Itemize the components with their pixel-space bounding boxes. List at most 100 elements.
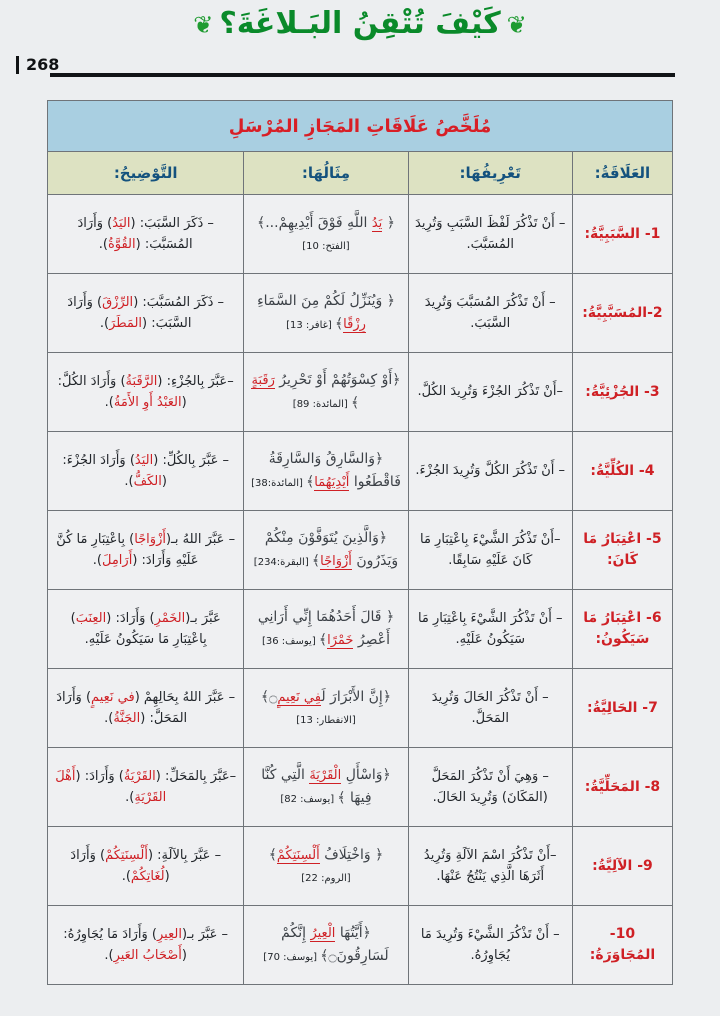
relation-example-cell: ﴿أَيَّتُهَا الْعِيرُ إِنَّكُمْ لَسَارِقُ… — [243, 905, 409, 985]
quran-verse: ﴿أَوْ كِسْوَتُهُمْ أَوْ تَحْرِيرُ رَقَبَ… — [251, 371, 401, 411]
header-divider — [50, 73, 675, 77]
quran-verse: ﴿ وَاخْتِلَافُ أَلْسِنَتِكُمْ﴾ — [269, 846, 384, 864]
verse-text-before: ﴿ — [382, 214, 395, 231]
table-row: 4- الكُلِّيَّةُ: – أَنْ تَذْكُرَ الكُلَّ … — [46, 431, 674, 511]
relation-name-cell: 4- الكُلِّيَّةُ: — [571, 431, 674, 511]
verse-text-after: إِنَّكُمْ لَسَارِقُونَ۝﴾ — [281, 924, 389, 964]
relation-definition-cell: – أَنْ تَذْكُرَ الشَّيْءَ وَتُرِيدَ مَا … — [407, 905, 573, 985]
relation-name-cell: 7- الحَالِيَّةُ: — [571, 668, 674, 748]
verse-keyword: الْعِيرُ — [310, 925, 336, 942]
relation-definition-cell: – أَنْ تَذْكُرَ الحَالَ وَتُرِيدَ المَحَ… — [407, 668, 573, 748]
explanation-term-1: اليَدُ — [112, 215, 131, 231]
relation-explanation-cell: – ذَكَرَ المُسَبَّبَ: (الرِّزْقَ) وَأَرَ… — [46, 273, 245, 353]
relation-explanation-cell: عَبَّرَ بـ(الخَمْرِ) وَأَرَادَ: (العِنَب… — [46, 589, 245, 669]
explanation-text-1: –عَبَّرَ بِالجُزْءِ: ( — [157, 373, 234, 389]
verse-text-after: ﴾ — [334, 316, 344, 332]
verse-text-before: ﴿ وَيُنَزِّلُ لَكُمْ مِنَ السَّمَاءِ — [257, 292, 395, 309]
verse-keyword: يَدُ — [371, 215, 383, 232]
explanation-term-2: المَطَرَ — [109, 316, 143, 331]
verse-keyword: فِي نَعِيمٍ — [277, 689, 322, 706]
explanation-text-2: ) وَأَرَادَ المُسَبَّبَ: ( — [77, 215, 193, 252]
verse-reference: [غافر: 13] — [286, 320, 335, 331]
quran-verse: ﴿ وَيُنَزِّلُ لَكُمْ مِنَ السَّمَاءِ رِز… — [257, 292, 395, 333]
verse-text-after: ﴾ — [306, 474, 315, 490]
relation-name-cell: 3- الجُزْئِيَّةُ: — [571, 352, 674, 432]
verse-text-before: ﴿وَاسْأَلِ — [341, 766, 391, 783]
verse-text-after: ۝﴾ — [260, 688, 278, 705]
relation-name-cell: 5- اعْتِبَارُ مَا كَانَ: — [571, 510, 674, 590]
verse-keyword: رَقَبَةٍ — [251, 372, 275, 389]
explanation-text-2: ) وَأَرَادَ الجُزْءَ: ( — [62, 452, 167, 489]
column-header-explanation: التَّوْضِيحُ: — [46, 151, 245, 195]
verse-text-after: ﴾ — [318, 632, 328, 648]
explanation-term-1: اليَدُ — [134, 452, 154, 468]
relations-table-wrapper: مُلَخَّصُ عَلَاقَاتِ المَجَازِ المُرْسَل… — [46, 100, 674, 985]
verse-reference: [الروم: 22] — [301, 872, 351, 884]
explanation-text-1: – عَبَّرَ بِالكُلِّ: ( — [153, 452, 229, 468]
relation-name-cell: 10- المُجَاوَرَةُ: — [571, 905, 674, 985]
majaz-mursal-relations-table: مُلَخَّصُ عَلَاقَاتِ المَجَازِ المُرْسَل… — [46, 100, 674, 985]
explanation-term-2: العِنَبَ — [75, 610, 107, 626]
verse-reference: [المائدة:38] — [251, 478, 307, 489]
relation-explanation-cell: – عَبَّرَ بِالآلَةِ: (أَلْسِنَتِكُمْ) وَ… — [46, 826, 245, 906]
relation-example-cell: ﴿وَالَّذِينَ يُتَوَفَّوْنَ مِنْكُمْ وَيَ… — [243, 510, 409, 590]
verse-reference: [يوسف: 70] — [263, 952, 321, 963]
verse-text-before: ﴿ وَاخْتِلَافُ — [319, 846, 384, 863]
explanation-text-3: ). — [98, 237, 108, 252]
explanation-term-1: أَزْوَاجًا — [134, 531, 166, 547]
verse-keyword: الْقَرْيَةَ — [309, 767, 342, 784]
ornament-left-icon: ❦ — [193, 10, 214, 39]
explanation-term-1: العِيرِ — [156, 926, 182, 942]
page-number: 268 — [16, 56, 59, 74]
explanation-text-1: – عَبَّرَ بِالآلَةِ: ( — [147, 847, 222, 863]
quran-verse: ﴿ يَدُ اللَّهِ فَوْقَ أَيْدِيهِمْ...﴾ — [257, 214, 395, 232]
relations-table-body: 1- السَّبَبِيَّةُ: – أَنْ تَذْكُرَ لَفْظَ… — [46, 194, 674, 985]
verse-text-before: ﴿أَوْ كِسْوَتُهُمْ أَوْ تَحْرِيرُ — [274, 371, 401, 388]
quran-verse: ﴿إِنَّ الأَبْرَارَ لَفِي نَعِيمٍ۝﴾ — [260, 688, 392, 706]
relation-definition-cell: – وَهِيَ أَنْ تَذْكُرَ المَحَلَّ (المَكَ… — [407, 747, 573, 827]
explanation-text-1: – عَبَّرَ اللهُ بـ( — [165, 531, 236, 547]
explanation-term-2: الجَنَّةُ — [113, 711, 141, 726]
explanation-text-2: ) وَأَرَادَ ( — [70, 847, 170, 884]
explanation-term-2: القُوَّةُ — [107, 237, 136, 252]
explanation-text-1: عَبَّرَ بـ( — [185, 610, 221, 626]
relation-explanation-cell: – عَبَّرَ اللهُ بـ(أَزْوَاجًا) بِاعْتِبَ… — [46, 510, 245, 590]
verse-keyword: رِزْقًا — [343, 317, 366, 333]
explanation-text-3: ). — [104, 395, 114, 410]
quran-verse: ﴿وَاسْأَلِ الْقَرْيَةَ الَّتِي كُنَّا فِ… — [261, 766, 391, 806]
explanation-text-2: ) وَأَرَادَ مَا يُجَاوِرُهُ: ( — [63, 926, 187, 963]
relation-explanation-cell: – عَبَّرَ بِالكُلِّ: (اليَدُ) وَأَرَادَ … — [46, 431, 245, 511]
explanation-term-1: أَلْسِنَتِكُمْ — [105, 847, 148, 863]
verse-text-before: ﴿إِنَّ الأَبْرَارَ لَ — [321, 688, 392, 705]
explanation-term-2: أَهْلَ القَرْيَةِ — [55, 768, 167, 805]
verse-reference: [الانفطار: 13] — [296, 714, 356, 726]
relation-definition-cell: – أَنْ تَذْكُرَ المُسَبَّبَ وَتُرِيدَ ال… — [407, 273, 573, 353]
explanation-term-1: القَرْيَةُ — [123, 768, 156, 784]
explanation-text-2: ) وَأَرَادَ الكُلَّ: ( — [57, 373, 187, 410]
ornament-right-icon: ❦ — [506, 10, 527, 39]
quran-verse: ﴿ قَالَ أَحَدُهُمَا إِنِّي أَرَانِي أَعْ… — [258, 609, 394, 649]
verse-text-after: اللَّهِ فَوْقَ أَيْدِيهِمْ...﴾ — [257, 214, 372, 231]
verse-keyword: أَيْدِيَهُمَا — [314, 475, 350, 491]
relation-definition-cell: – أَنْ تَذْكُرَ الشَّيْءَ بِاعْتِبَارِ م… — [407, 589, 573, 669]
table-row: 5- اعْتِبَارُ مَا كَانَ: –أَنْ تَذْكُرَ ا… — [46, 510, 674, 590]
explanation-text-2: ) وَأَرَادَ: ( — [106, 610, 155, 626]
table-row: 8- المَحَلِّيَّةُ: – وَهِيَ أَنْ تَذْكُرَ… — [46, 747, 674, 827]
verse-reference: [الفتح: 10] — [302, 240, 350, 252]
relation-definition-cell: – أَنْ تَذْكُرَ الكُلَّ وَتُرِيدَ الجُزْ… — [407, 431, 573, 511]
relation-name-cell: 8- المَحَلِّيَّةُ: — [571, 747, 674, 827]
relation-example-cell: ﴿ وَيُنَزِّلُ لَكُمْ مِنَ السَّمَاءِ رِز… — [243, 273, 409, 353]
explanation-text-1: – ذَكَرَ السَّبَبَ: ( — [130, 215, 214, 231]
relation-example-cell: ﴿ يَدُ اللَّهِ فَوْقَ أَيْدِيهِمْ...﴾ [ا… — [243, 194, 409, 274]
explanation-text-2: ) وَأَرَادَ المَحَلَّ: ( — [56, 689, 188, 726]
verse-text-after: ﴾ — [350, 395, 360, 411]
relation-example-cell: ﴿ وَاخْتِلَافُ أَلْسِنَتِكُمْ﴾ [الروم: 2… — [243, 826, 409, 906]
explanation-text-1: – عَبَّرَ بـ( — [181, 926, 229, 942]
explanation-term-2: العَبْدُ أَوِ الأَمَةُ — [113, 395, 182, 410]
explanation-term-2: أَرَامِلَ — [102, 553, 133, 568]
explanation-text-3: ). — [104, 948, 114, 963]
column-header-definition: تَعْرِيفُهَا: — [407, 151, 573, 195]
table-row: 1- السَّبَبِيَّةُ: – أَنْ تَذْكُرَ لَفْظَ… — [46, 194, 674, 274]
relation-example-cell: ﴿إِنَّ الأَبْرَارَ لَفِي نَعِيمٍ۝﴾ [الان… — [243, 668, 409, 748]
relation-definition-cell: –أَنْ تَذْكُرَ الشَّيْءَ بِاعْتِبَارِ مَ… — [407, 510, 573, 590]
